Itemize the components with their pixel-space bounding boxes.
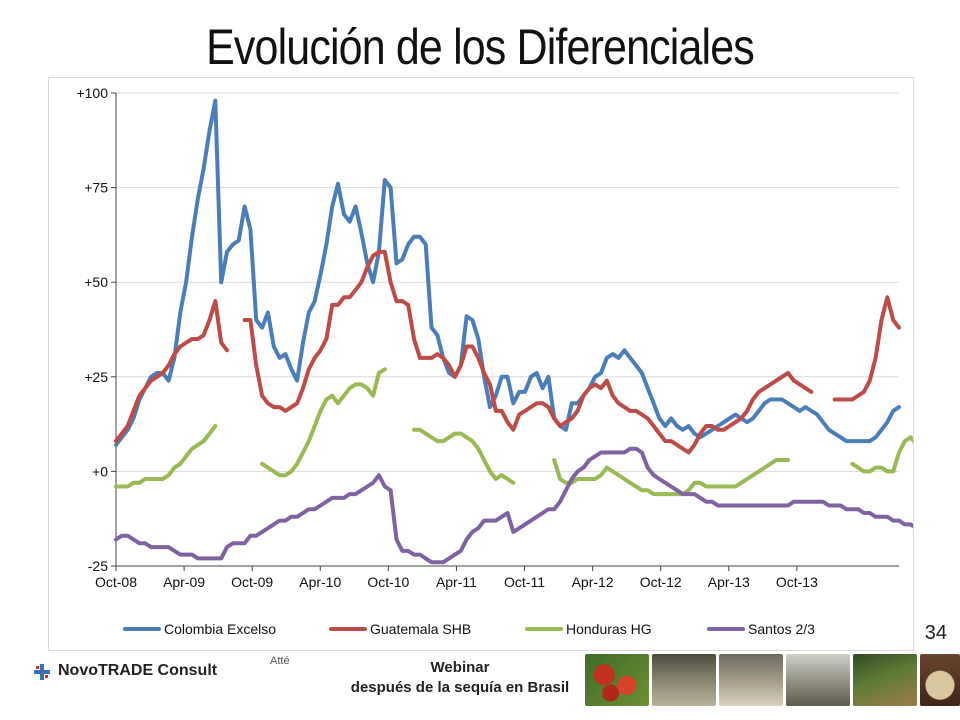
x-tick-label: Oct-11 <box>504 574 545 590</box>
series-line-guatemala-shb <box>114 249 901 455</box>
novotrade-logo-icon <box>34 664 50 680</box>
webinar-line-2: después de la sequía en Brasil <box>350 679 570 696</box>
y-tick-label: +100 <box>76 85 108 101</box>
atte-label: Atté <box>270 655 290 667</box>
x-tick-label: Oct-13 <box>776 574 818 590</box>
coffee-beans-hands-photo <box>920 654 960 706</box>
x-tick-label: Oct-12 <box>640 574 682 590</box>
y-tick-label: +25 <box>84 369 108 385</box>
legend-label-colombia-excelso: Colombia Excelso <box>164 621 276 637</box>
chart-frame: +100 +75 +50 +25 +0 -25 Oct-08 Apr-09 Oct-09 Apr-… <box>48 77 914 651</box>
x-tick-label: Apr-13 <box>708 574 750 590</box>
series-line-colombia-excelso <box>114 98 901 447</box>
y-tick-label: +0 <box>92 463 108 479</box>
farm-workers-photo <box>853 654 917 706</box>
coffee-cherries-photo <box>585 654 649 706</box>
webinar-text: Webinar después de la sequía en Brasil <box>330 658 590 698</box>
x-tick-label: Oct-09 <box>231 574 273 590</box>
y-tick-label: -25 <box>88 558 108 574</box>
legend-label-santos-2-3: Santos 2/3 <box>748 621 815 637</box>
people-meeting-photo <box>786 654 850 706</box>
x-tick-label: Apr-09 <box>163 574 205 590</box>
workers-table-photo <box>652 654 716 706</box>
sorting-room-photo <box>719 654 783 706</box>
page-number: 34 <box>924 622 947 644</box>
legend-label-guatemala-shb: Guatemala SHB <box>370 621 471 637</box>
x-tick-label: Apr-12 <box>572 574 614 590</box>
y-tick-label: +75 <box>84 180 108 196</box>
x-tick-label: Apr-10 <box>299 574 341 590</box>
brand-name: NovoTRADE Consult <box>58 662 218 679</box>
x-tick-label: Oct-08 <box>95 574 137 590</box>
x-tick-label: Apr-11 <box>436 574 477 590</box>
page-title: Evolución de los Diferenciales <box>206 19 755 75</box>
y-tick-label: +50 <box>84 274 108 290</box>
series-line-honduras-hg <box>114 367 913 497</box>
webinar-line-1: Webinar <box>430 659 490 676</box>
legend-label-honduras-hg: Honduras HG <box>566 621 652 637</box>
series-line-santos-2-3 <box>114 446 913 565</box>
x-tick-label: Oct-10 <box>367 574 409 590</box>
footer: NovoTRADE Consult Atté Webinar después d… <box>0 650 960 720</box>
